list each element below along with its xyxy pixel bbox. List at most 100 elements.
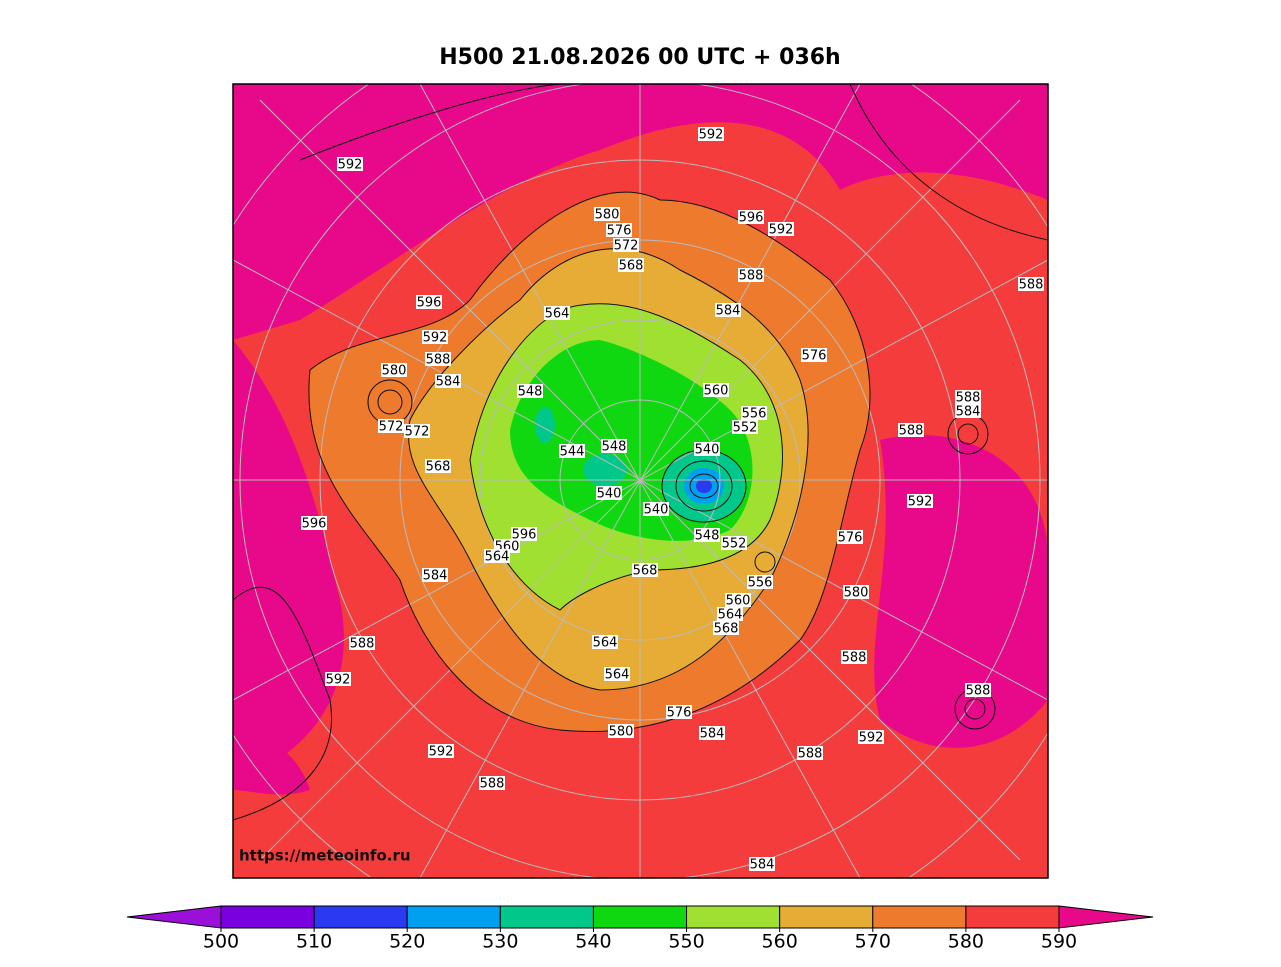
contour-label: 588 <box>899 424 924 439</box>
contour-label: 580 <box>595 208 620 223</box>
contour-label: 548 <box>695 529 720 544</box>
label-box <box>955 404 981 418</box>
contour-label: 596 <box>417 296 442 311</box>
contour-label: 580 <box>382 364 407 379</box>
label-box <box>608 724 634 738</box>
contour-label: 588 <box>350 637 375 652</box>
contour-label: 592 <box>859 731 884 746</box>
contour-label: 572 <box>614 239 639 254</box>
label-box <box>768 222 794 236</box>
colorbar-tick-label: 500 <box>203 931 239 953</box>
label-box <box>435 374 461 388</box>
label-box <box>643 502 669 516</box>
label-box <box>422 568 448 582</box>
contour-label: 540 <box>644 503 669 518</box>
label-box <box>301 516 327 530</box>
contour-label: 564 <box>485 550 510 565</box>
label-box <box>741 406 767 420</box>
contour-label: 576 <box>838 531 863 546</box>
label-box <box>713 621 739 635</box>
contour-label: 568 <box>619 259 644 274</box>
label-box <box>613 238 639 252</box>
contour-label: 592 <box>908 495 933 510</box>
colorbar-tick-label: 510 <box>296 931 332 953</box>
label-box <box>898 423 924 437</box>
label-box <box>858 730 884 744</box>
colorbar-tick-label: 590 <box>1041 931 1077 953</box>
contour-label: 576 <box>802 349 827 364</box>
contour-label: 592 <box>338 158 363 173</box>
contour-label: 584 <box>423 569 448 584</box>
label-box <box>596 486 622 500</box>
colorbar-segment <box>686 905 781 929</box>
label-box <box>747 575 773 589</box>
label-box <box>425 459 451 473</box>
colorbar-tick-label: 570 <box>855 931 891 953</box>
contour-label: 588 <box>798 747 823 762</box>
colorbar-tick-label: 560 <box>762 931 798 953</box>
contour-label: 592 <box>429 745 454 760</box>
label-box <box>559 444 585 458</box>
contour-label: 576 <box>607 224 632 239</box>
label-box <box>618 258 644 272</box>
contour-label: 576 <box>667 706 692 721</box>
contour-label: 584 <box>716 304 741 319</box>
contour-label: 580 <box>609 725 634 740</box>
contour-label: 596 <box>739 211 764 226</box>
contour-label: 588 <box>480 777 505 792</box>
contour-label: 540 <box>597 487 622 502</box>
contour-label: 572 <box>379 420 404 435</box>
colorbar: 500 510 520 530 540 550 560 570 580 590 <box>126 905 1154 953</box>
map-frame <box>232 83 1049 879</box>
label-box <box>797 746 823 760</box>
contour-label: 552 <box>733 421 758 436</box>
colorbar-segment <box>872 905 967 929</box>
label-box <box>837 530 863 544</box>
label-box <box>484 549 510 563</box>
contour-label: 544 <box>560 445 585 460</box>
label-box <box>404 424 430 438</box>
contour-label: 588 <box>966 684 991 699</box>
label-box <box>517 384 543 398</box>
colorbar-segment <box>406 905 501 929</box>
label-box <box>1018 277 1044 291</box>
contour-label: 564 <box>545 307 570 322</box>
colorbar-segment <box>220 905 315 929</box>
contour-label: 588 <box>739 269 764 284</box>
label-box <box>694 528 720 542</box>
contour-label: 564 <box>593 636 618 651</box>
contour-label: 560 <box>726 594 751 609</box>
label-box <box>955 390 981 404</box>
label-box <box>606 223 632 237</box>
label-box <box>694 442 720 456</box>
contour-label: 564 <box>605 668 630 683</box>
label-box <box>381 363 407 377</box>
contour-label: 564 <box>718 608 743 623</box>
contour-label: 568 <box>426 460 451 475</box>
contour-label: 592 <box>423 331 448 346</box>
contour-label: 568 <box>714 622 739 637</box>
label-box <box>325 672 351 686</box>
colorbar-tick-label: 520 <box>389 931 425 953</box>
contour-label: 584 <box>700 727 725 742</box>
label-box <box>721 536 747 550</box>
contour-label: 548 <box>518 385 543 400</box>
label-box <box>717 607 743 621</box>
label-box <box>801 348 827 362</box>
contour-label: 592 <box>326 673 351 688</box>
label-box <box>715 303 741 317</box>
title: H500 21.08.2026 00 UTC + 036h <box>439 45 840 70</box>
contour-label: 596 <box>302 517 327 532</box>
label-box <box>349 636 375 650</box>
contour-label: 592 <box>769 223 794 238</box>
colorbar-arrow-high <box>1058 905 1154 929</box>
contour-label: 588 <box>842 651 867 666</box>
contour-label: 556 <box>742 407 767 422</box>
contour-label: 572 <box>405 425 430 440</box>
label-box <box>337 157 363 171</box>
label-box <box>703 383 729 397</box>
colorbar-tick-label: 580 <box>948 931 984 953</box>
contour-label: 540 <box>695 443 720 458</box>
colorbar-tick-label: 540 <box>575 931 611 953</box>
